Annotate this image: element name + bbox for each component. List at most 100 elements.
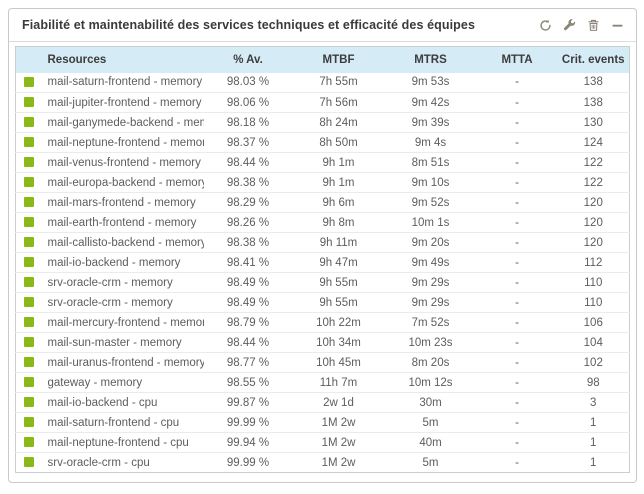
resource-name[interactable]: mail-europa-backend - memory [45, 172, 204, 193]
availability-value: 98.44 % [203, 332, 293, 353]
table-row[interactable]: mail-sun-master - memory 98.44 % 10h 34m 10… [15, 332, 630, 353]
resource-name[interactable]: mail-ganymede-backend - memory [45, 112, 204, 133]
table-row[interactable]: mail-earth-frontend - memory 98.26 % 9h 8m… [15, 212, 630, 233]
status-ok-icon [24, 217, 34, 228]
table-row[interactable]: mail-neptune-frontend - memory 98.37 % 8h … [15, 132, 630, 153]
refresh-icon[interactable] [539, 19, 552, 32]
resource-name[interactable]: mail-callisto-backend - memory [45, 232, 204, 253]
mtrs-value: 5m [384, 412, 477, 433]
mtbf-value: 1M 2w [292, 432, 385, 453]
column-header-resources[interactable]: Resources [45, 46, 204, 73]
availability-value: 98.55 % [203, 372, 293, 393]
mtrs-value: 40m [384, 432, 477, 453]
status-cell [15, 292, 46, 313]
status-cell [15, 272, 46, 293]
status-cell [15, 332, 46, 353]
status-cell [15, 232, 46, 253]
table-row[interactable]: mail-jupiter-frontend - memory 98.06 % 7h … [15, 92, 630, 113]
availability-value: 99.87 % [203, 392, 293, 413]
table-row[interactable]: srv-oracle-crm - cpu 99.99 % 1M 2w 5m - 1 [16, 453, 630, 473]
status-ok-icon [24, 317, 34, 328]
table-row[interactable]: mail-mars-frontend - memory 98.29 % 9h 6m 9… [15, 192, 630, 213]
widget-header: Fiabilité et maintenabilité des services… [9, 9, 636, 42]
table-row[interactable]: mail-saturn-frontend - cpu 99.99 % 1M 2w 5m… [15, 412, 630, 433]
resource-name[interactable]: mail-neptune-frontend - cpu [45, 432, 204, 453]
status-ok-icon [24, 117, 34, 128]
resource-name[interactable]: mail-saturn-frontend - memory [45, 72, 204, 93]
mtbf-value: 9h 1m [292, 152, 385, 173]
crit-events-value: 120 [557, 212, 630, 233]
mtrs-value: 9m 29s [384, 292, 477, 313]
mtta-value: - [476, 312, 558, 333]
availability-value: 98.77 % [203, 352, 293, 373]
table-row[interactable]: mail-io-backend - cpu 99.87 % 2w 1d 30m -3 [15, 392, 630, 413]
table-row[interactable]: mail-venus-frontend - memory 98.44 % 9h 1m… [15, 152, 630, 173]
resource-name[interactable]: mail-mars-frontend - memory [45, 192, 204, 213]
column-header-mtrs[interactable]: MTRS [384, 46, 477, 73]
table-row[interactable]: mail-uranus-frontend - memory 98.77 % 10h … [15, 352, 630, 373]
table-row[interactable]: mail-neptune-frontend - cpu 99.94 % 1M 2w 4… [15, 432, 630, 453]
table-row[interactable]: mail-europa-backend - memory 98.38 % 9h 1m… [15, 172, 630, 193]
column-header-mtbf[interactable]: MTBF [292, 46, 385, 73]
resource-name[interactable]: mail-sun-master - memory [45, 332, 204, 353]
resource-name[interactable]: mail-saturn-frontend - cpu [45, 412, 204, 433]
status-ok-icon [24, 337, 34, 348]
collapse-icon[interactable] [611, 19, 624, 32]
status-ok-icon [24, 77, 34, 88]
table-row[interactable]: srv-oracle-crm - memory 98.49 % 9h 55m 9m 2… [15, 292, 630, 313]
status-cell [15, 132, 46, 153]
resource-name[interactable]: mail-jupiter-frontend - memory [45, 92, 204, 113]
mtbf-value: 9h 11m [292, 232, 385, 253]
status-cell [15, 252, 46, 273]
crit-events-value: 1 [557, 432, 630, 453]
status-ok-icon [24, 297, 34, 308]
table-row[interactable]: mail-mercury-frontend - memory 98.79 % 10h… [15, 312, 630, 333]
resource-name[interactable]: mail-uranus-frontend - memory [45, 352, 204, 373]
mtta-value: - [476, 132, 558, 153]
status-ok-icon [24, 457, 34, 468]
status-ok-icon [24, 157, 34, 168]
trash-icon[interactable] [587, 19, 600, 32]
mtrs-value: 9m 29s [384, 272, 477, 293]
resource-name[interactable]: mail-earth-frontend - memory [45, 212, 204, 233]
mtta-value: - [476, 212, 558, 233]
crit-events-value: 102 [557, 352, 630, 373]
table-row[interactable]: mail-saturn-frontend - memory 98.03 % 7h 5… [15, 72, 630, 93]
table-row[interactable]: gateway - memory 98.55 % 11h 7m 10m 12s -98 [15, 372, 630, 393]
table-row[interactable]: srv-oracle-crm - memory 98.49 % 9h 55m 9m 2… [15, 272, 630, 293]
column-header-mtta[interactable]: MTTA [476, 46, 558, 73]
resource-name[interactable]: mail-mercury-frontend - memory [45, 312, 204, 333]
mtrs-value: 9m 52s [384, 192, 477, 213]
resource-name[interactable]: mail-io-backend - memory [45, 252, 204, 273]
mtta-value: - [476, 252, 558, 273]
mtbf-value: 9h 55m [292, 272, 385, 293]
status-ok-icon [24, 197, 34, 208]
column-header-crit-events[interactable]: Crit. events [557, 46, 630, 73]
crit-events-value: 98 [557, 372, 630, 393]
wrench-icon[interactable] [563, 18, 576, 32]
mtrs-value: 8m 20s [384, 352, 477, 373]
column-header-availability[interactable]: % Av. [203, 46, 293, 73]
table-row[interactable]: mail-callisto-backend - memory 98.38 % 9h … [15, 232, 630, 253]
mtta-value: - [476, 192, 558, 213]
availability-value: 98.26 % [203, 212, 293, 233]
mtrs-value: 9m 42s [384, 92, 477, 113]
resource-name[interactable]: srv-oracle-crm - memory [45, 272, 204, 293]
status-cell [15, 432, 46, 453]
resource-name[interactable]: srv-oracle-crm - cpu [47, 456, 150, 469]
resource-name[interactable]: mail-neptune-frontend - memory [45, 132, 204, 153]
availability-value: 98.03 % [203, 72, 293, 93]
resource-name[interactable]: gateway - memory [45, 372, 204, 393]
resource-name[interactable]: mail-venus-frontend - memory [45, 152, 204, 173]
mtrs-value: 10m 12s [384, 372, 477, 393]
crit-events-value: 1 [590, 456, 597, 469]
mtbf-value: 9h 8m [292, 212, 385, 233]
mtbf-value: 9h 55m [292, 292, 385, 313]
crit-events-value: 106 [557, 312, 630, 333]
resource-name[interactable]: srv-oracle-crm - memory [45, 292, 204, 313]
resource-name[interactable]: mail-io-backend - cpu [45, 392, 204, 413]
availability-value: 98.49 % [203, 292, 293, 313]
table-row[interactable]: mail-io-backend - memory 98.41 % 9h 47m 9m … [15, 252, 630, 273]
status-cell [15, 192, 46, 213]
